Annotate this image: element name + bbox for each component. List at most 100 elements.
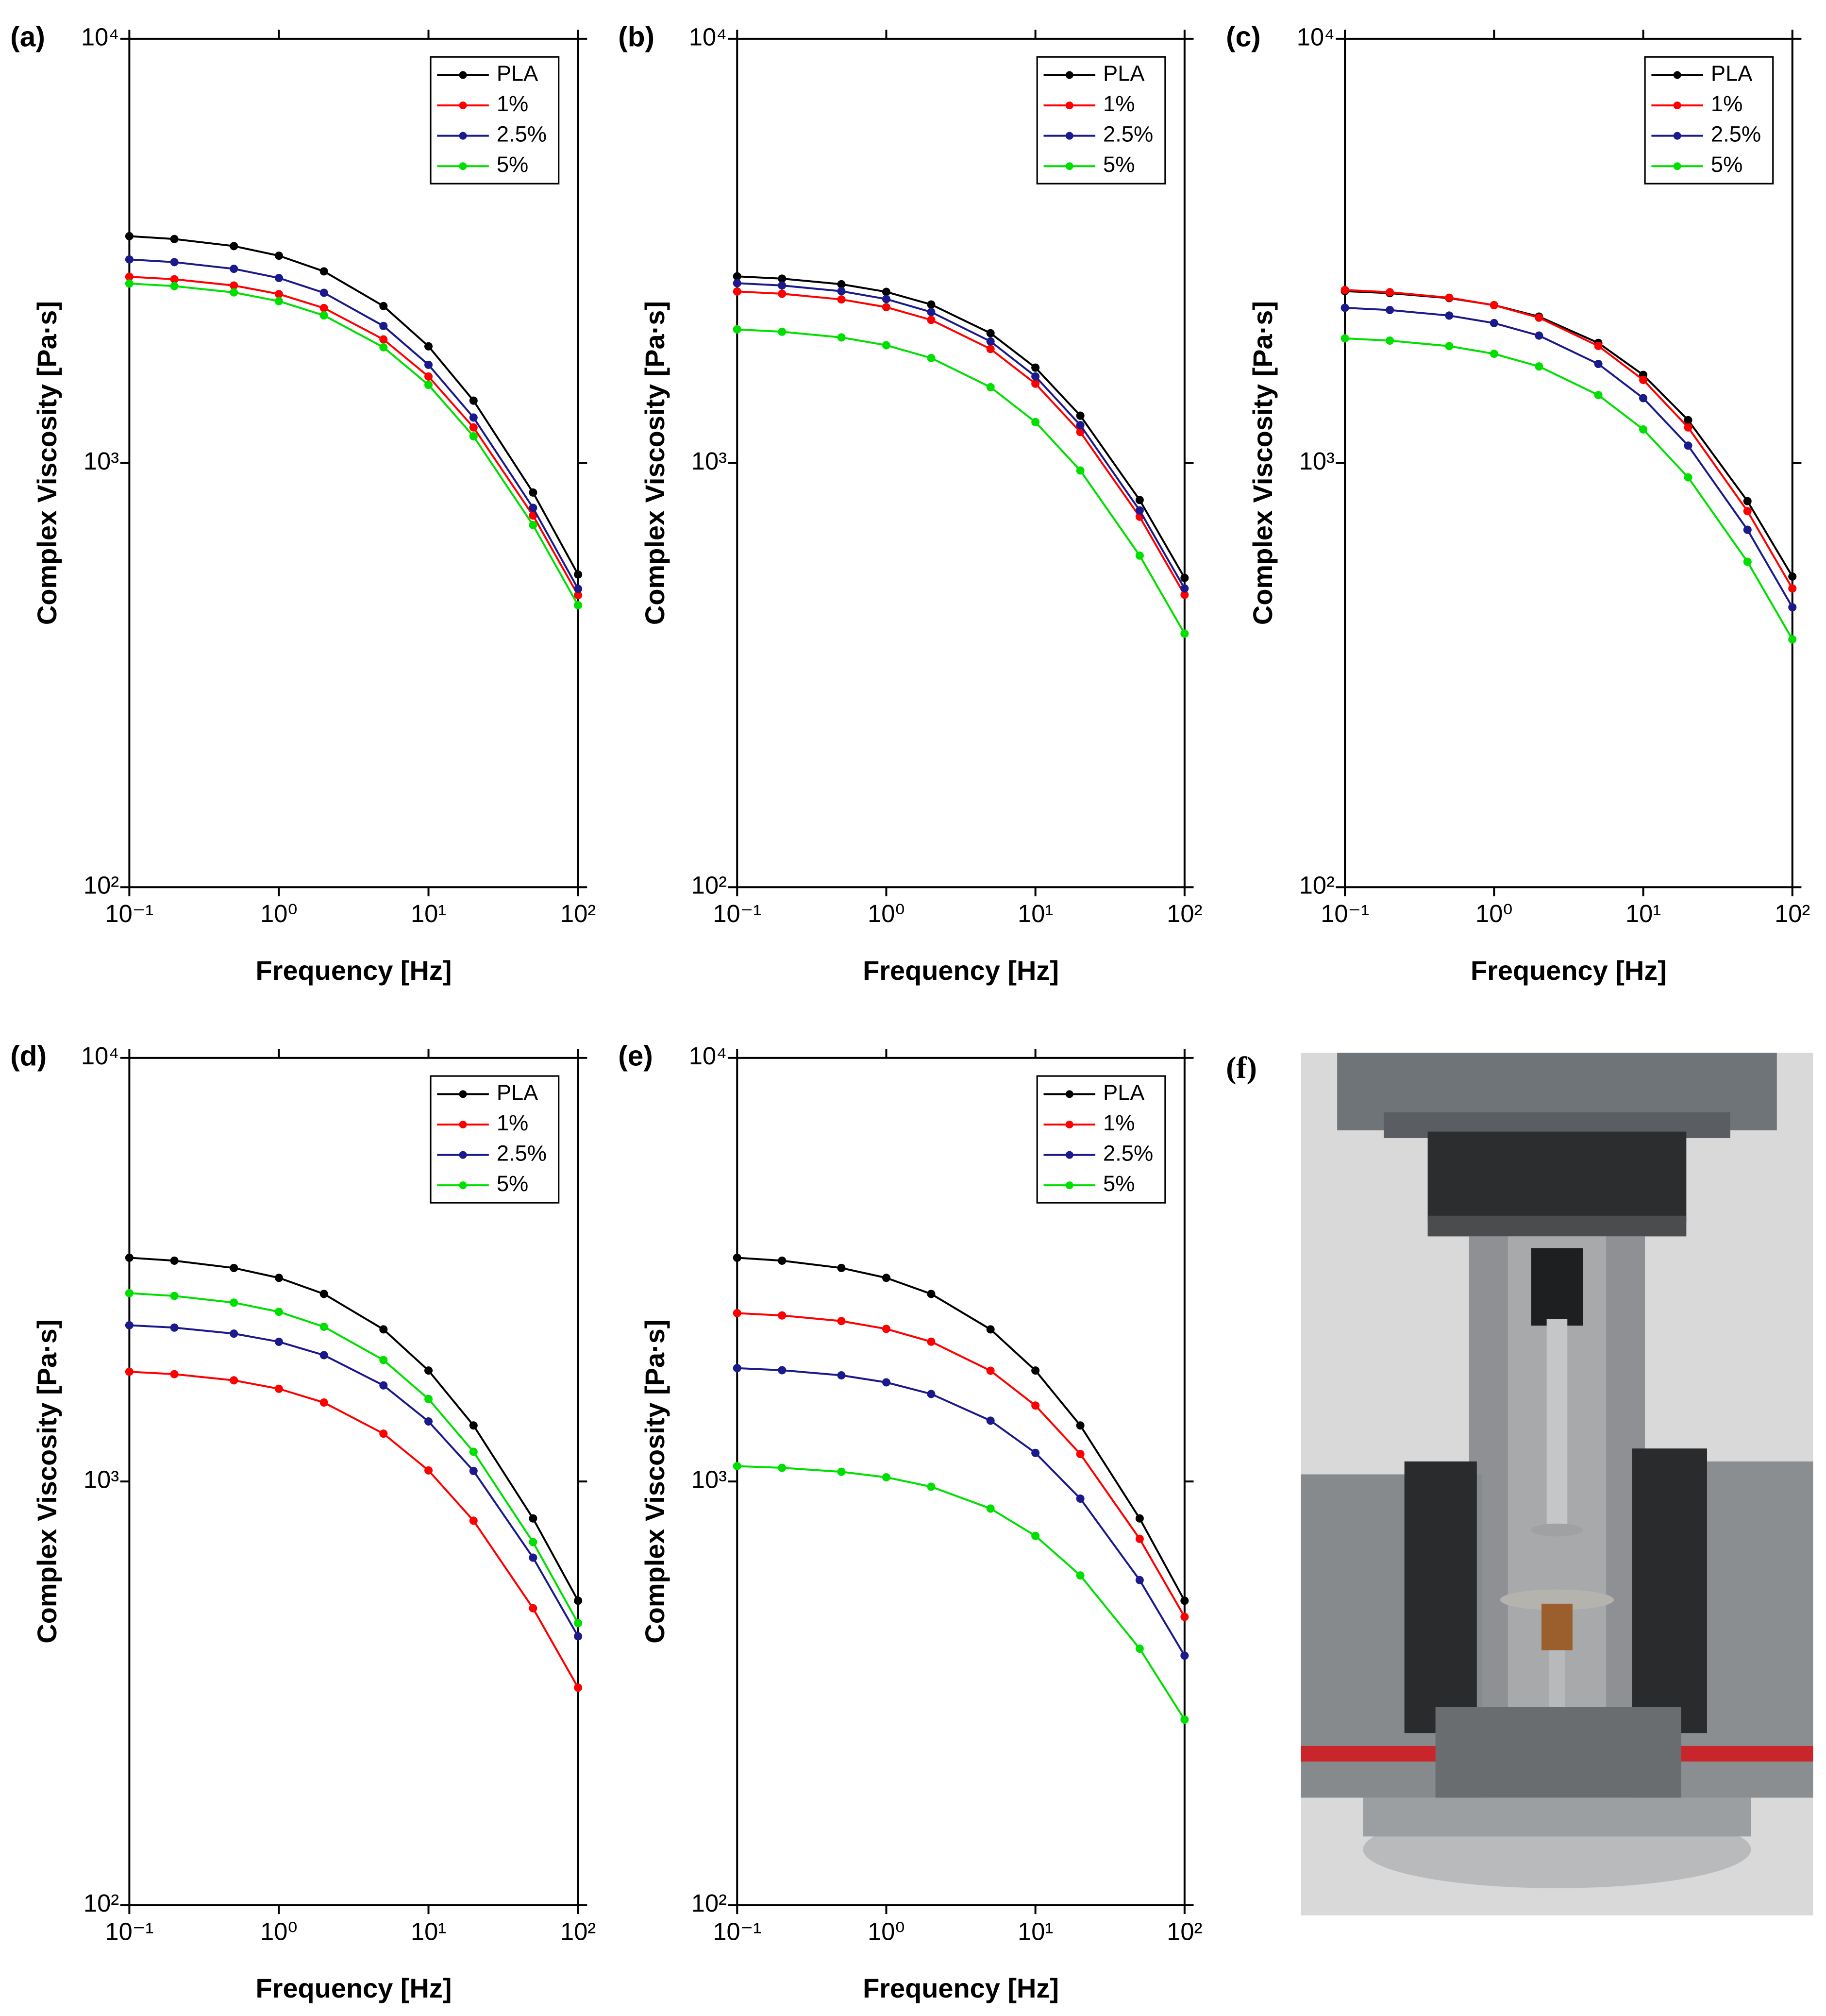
chuck xyxy=(1531,1248,1583,1326)
series-line xyxy=(737,328,1186,635)
data-point xyxy=(574,1596,583,1605)
data-point xyxy=(529,504,537,512)
data-point xyxy=(986,1325,995,1334)
data-point xyxy=(170,282,179,290)
legend-swatch xyxy=(1065,71,1073,79)
data-point xyxy=(1135,1644,1144,1653)
data-point xyxy=(733,1462,741,1471)
legend-label: 5% xyxy=(1103,1171,1135,1196)
data-point xyxy=(379,1381,388,1390)
data-point xyxy=(379,1429,388,1438)
data-point xyxy=(379,343,388,352)
data-point xyxy=(1490,301,1498,310)
data-point xyxy=(1684,423,1692,432)
data-point xyxy=(424,381,433,389)
series-line xyxy=(129,258,579,589)
data-point xyxy=(319,288,328,297)
legend-label: 1% xyxy=(1711,91,1742,116)
y-tick-label: 10² xyxy=(84,1889,119,1917)
data-point xyxy=(574,601,583,610)
data-point xyxy=(1535,313,1543,322)
data-point xyxy=(125,1367,134,1376)
data-point xyxy=(230,288,238,297)
data-point xyxy=(529,1514,537,1523)
data-point xyxy=(1180,590,1189,599)
data-point xyxy=(837,1467,846,1476)
x-tick-label: 10⁻¹ xyxy=(713,900,761,927)
data-point xyxy=(274,1384,283,1393)
legend-label: 5% xyxy=(497,1171,528,1196)
legend-label: 5% xyxy=(1711,152,1742,177)
data-point xyxy=(1076,1494,1085,1503)
x-tick-label: 10¹ xyxy=(411,1917,446,1945)
data-point xyxy=(1180,629,1189,638)
panel-label: (f) xyxy=(1226,1050,1257,1085)
legend-label: PLA xyxy=(497,1080,538,1105)
data-point xyxy=(1340,286,1349,294)
x-tick-label: 10² xyxy=(560,900,596,927)
data-point xyxy=(1594,391,1603,400)
data-point xyxy=(424,1417,433,1426)
x-tick-label: 10² xyxy=(1775,900,1810,927)
chart: 10⁻¹ 10⁰ 10¹ 10² 10² 10³ 10⁴ Frequency [Hz] Comp… xyxy=(10,21,596,985)
data-point xyxy=(170,258,179,267)
data-point xyxy=(1445,342,1454,351)
x-tick-label: 10¹ xyxy=(411,900,446,927)
legend-label: 2.5% xyxy=(1711,122,1761,147)
y-axis-title: Complex Viscosity [Pa·s] xyxy=(32,1320,62,1644)
chart: 10⁻¹ 10⁰ 10¹ 10² 10² 10³ 10⁴ Frequency [Hz] Comp… xyxy=(10,1040,596,2003)
y-axis-title: Complex Viscosity [Pa·s] xyxy=(1247,301,1278,625)
lower-plate xyxy=(1500,1589,1614,1611)
legend-label: 1% xyxy=(1103,91,1135,116)
data-point xyxy=(1743,507,1752,516)
series-line xyxy=(1345,306,1793,608)
y-tick-label: 10³ xyxy=(1299,447,1335,475)
data-point xyxy=(778,1256,787,1265)
data-point xyxy=(778,281,787,290)
data-point xyxy=(986,1504,995,1513)
panel-label: (e) xyxy=(618,1040,653,1072)
y-tick-label: 10² xyxy=(691,1889,727,1917)
data-point xyxy=(319,311,328,320)
legend-swatch xyxy=(1065,1090,1073,1098)
legend-swatch xyxy=(1673,71,1681,79)
legend-swatch xyxy=(1065,132,1073,140)
data-point xyxy=(529,1538,537,1546)
series-line xyxy=(737,1367,1186,1656)
data-point xyxy=(1031,363,1040,372)
data-point xyxy=(274,273,283,283)
data-point xyxy=(927,300,936,309)
motor-housing xyxy=(1427,1215,1687,1237)
data-point xyxy=(1031,1401,1040,1410)
data-point xyxy=(1490,319,1498,327)
panel-label: (c) xyxy=(1226,21,1261,52)
legend-swatch xyxy=(1673,132,1681,140)
data-point xyxy=(469,1516,478,1525)
legend-swatch xyxy=(1673,101,1681,110)
data-point xyxy=(1180,584,1189,593)
x-axis-title: Frequency [Hz] xyxy=(256,1973,452,2003)
data-point xyxy=(1180,573,1189,582)
data-point xyxy=(1340,334,1349,343)
data-point xyxy=(230,1329,238,1338)
data-point xyxy=(1386,336,1394,345)
data-point xyxy=(986,337,995,346)
data-point xyxy=(1076,428,1085,437)
x-axis-title: Frequency [Hz] xyxy=(256,955,452,986)
legend-label: PLA xyxy=(497,61,538,85)
data-point xyxy=(1684,441,1692,450)
y-tick-label: 10³ xyxy=(691,1465,727,1493)
legend-swatch xyxy=(459,1120,467,1128)
data-point xyxy=(1135,496,1144,504)
y-tick-label: 10² xyxy=(691,872,727,899)
lower-mount xyxy=(1541,1603,1573,1650)
x-tick-label: 10⁰ xyxy=(868,1917,905,1945)
legend-label: 1% xyxy=(497,91,528,116)
data-point xyxy=(424,360,433,369)
data-point xyxy=(882,341,890,350)
legend-label: 1% xyxy=(497,1110,528,1135)
legend-box xyxy=(1644,56,1774,185)
data-point xyxy=(170,1256,179,1265)
data-point xyxy=(986,1416,995,1425)
